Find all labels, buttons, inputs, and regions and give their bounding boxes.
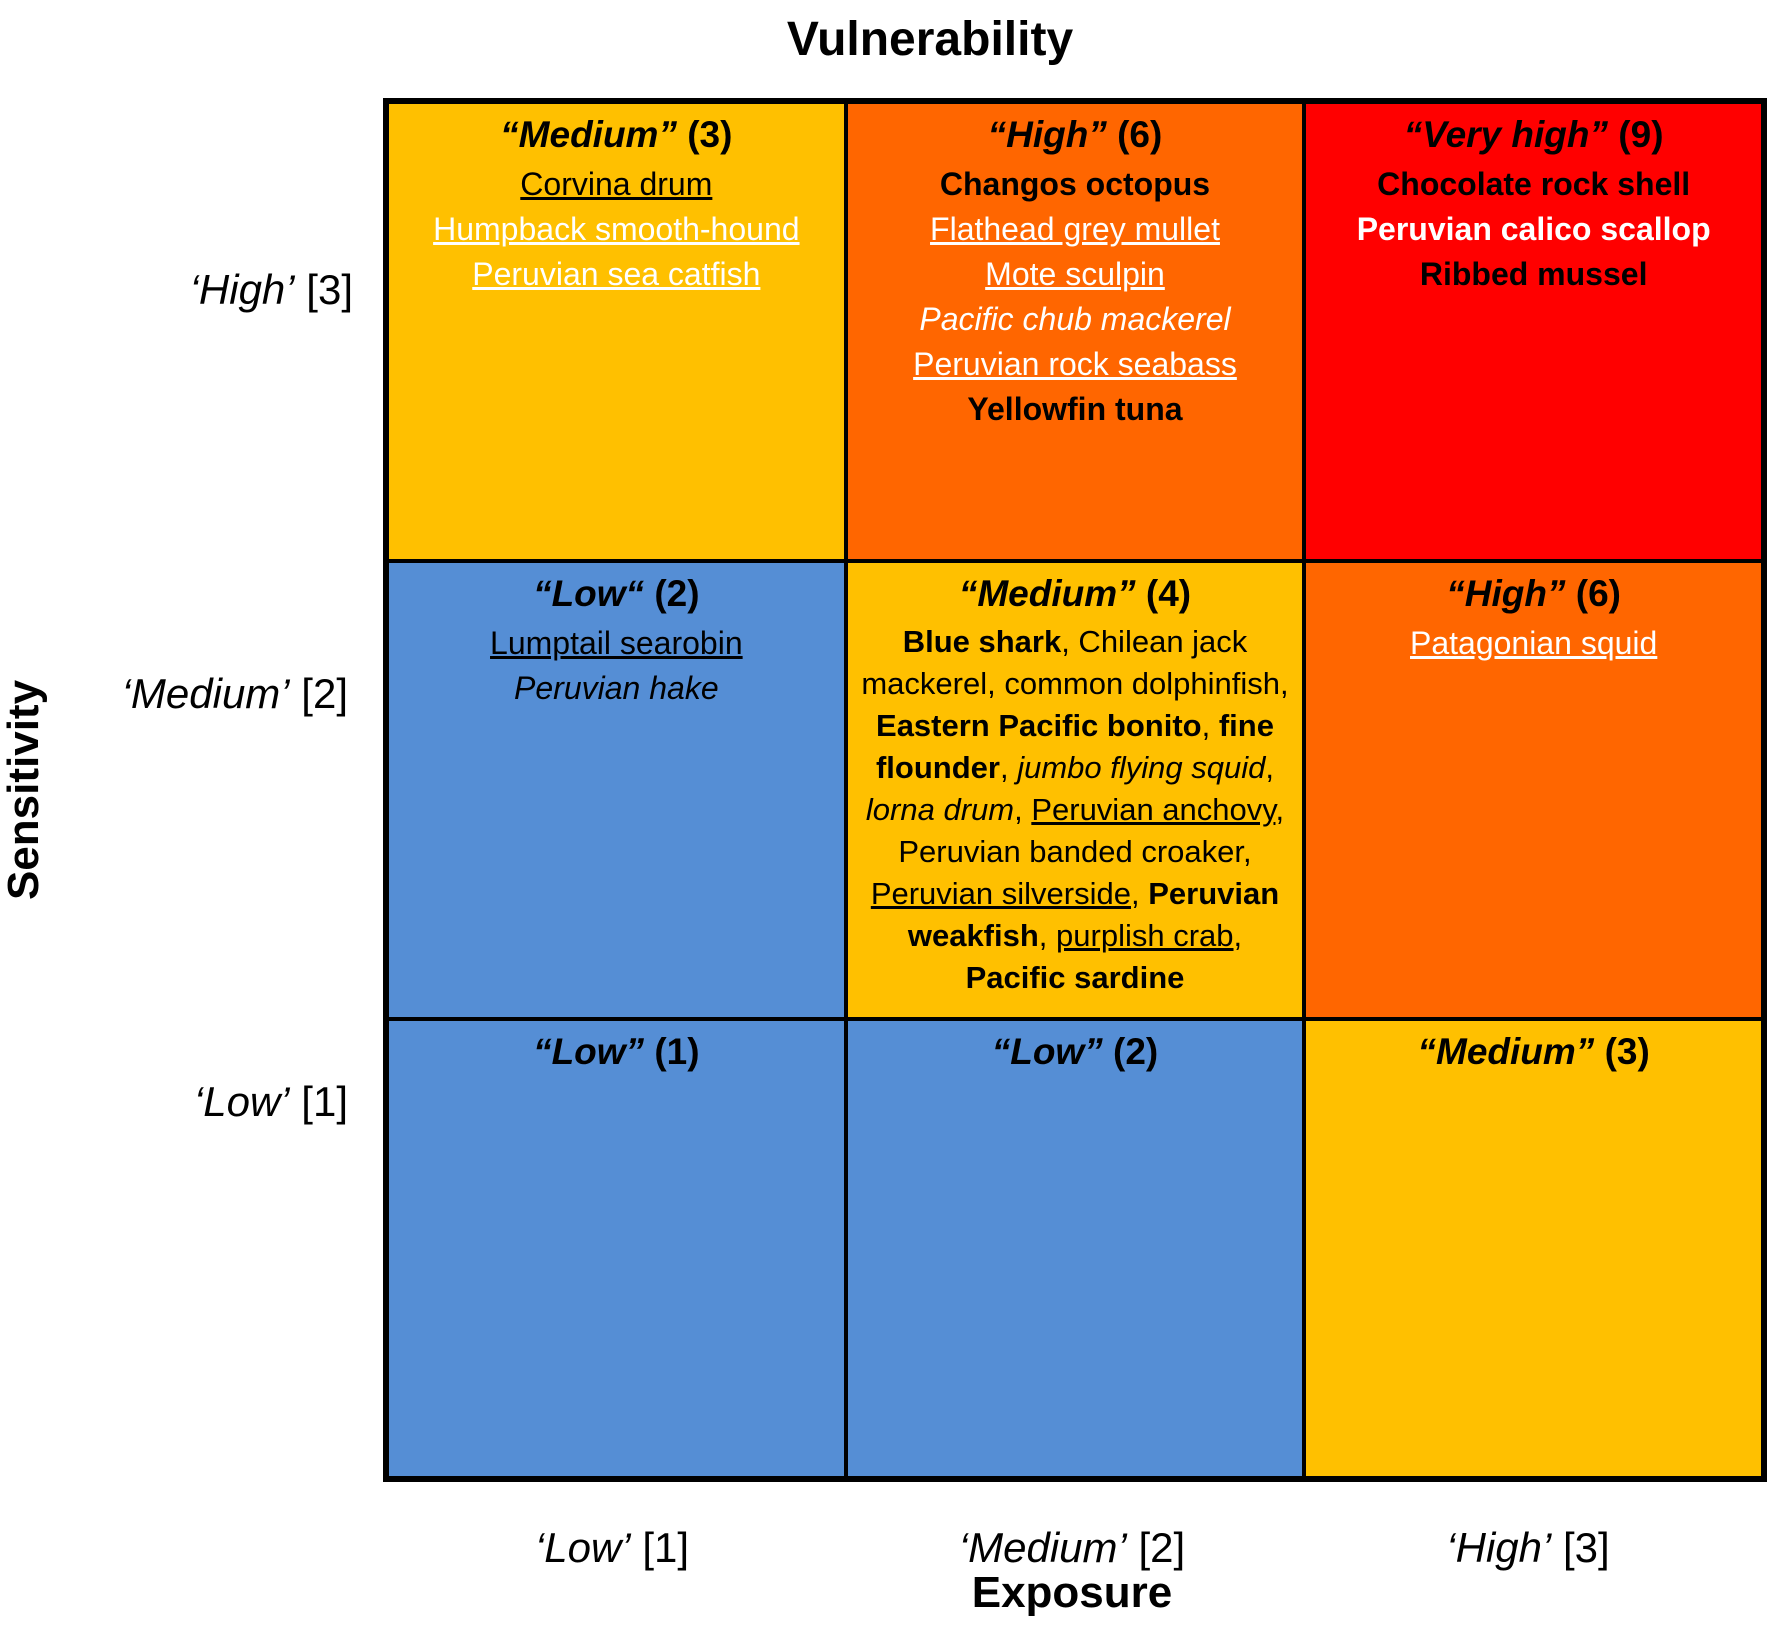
cell-sens-medium-exp-medium: “Medium” (4) Blue shark, Chilean jack mac… xyxy=(845,560,1305,1020)
cell-rating-score: (2) xyxy=(1113,1031,1159,1073)
cell-rating: “Medium” (4) xyxy=(852,569,1299,619)
x-label-score: [2] xyxy=(1138,1524,1186,1571)
y-label-score: [3] xyxy=(306,266,353,313)
species-name: Peruvian silverside xyxy=(870,875,1131,911)
species-name: Peruvian anchovy xyxy=(1031,791,1276,827)
x-label-name: ‘Low’ xyxy=(534,1524,631,1571)
cell-rating-level: “Low“ xyxy=(533,572,645,614)
cell-sens-high-exp-low: “Medium” (3) Corvina drum Humpback smooth-… xyxy=(387,102,846,561)
cell-rating-level: “Medium” xyxy=(1417,1031,1595,1073)
species-name: lorna drum xyxy=(865,791,1015,827)
x-label-name: ‘Medium’ xyxy=(958,1524,1127,1571)
list-separator: , xyxy=(1038,917,1057,953)
cell-rating-level: “High” xyxy=(987,114,1107,155)
species-name: Chocolate rock shell xyxy=(1377,166,1691,202)
cell-rating: “Low” (1) xyxy=(393,1027,840,1077)
species-name: Blue shark xyxy=(902,623,1062,659)
cell-rating-level: “Medium” xyxy=(958,572,1136,614)
cell-rating-score: (9) xyxy=(1618,114,1664,155)
species-name: Flathead grey mullet xyxy=(930,211,1220,247)
y-label-name: ‘High’ xyxy=(189,266,295,313)
vulnerability-matrix: “Medium” (3) Corvina drum Humpback smooth-… xyxy=(383,98,1767,1482)
x-axis-title: Exposure xyxy=(971,1568,1173,1617)
cell-rating-score: (3) xyxy=(687,114,733,155)
cell-rating-level: “Low” xyxy=(991,1031,1103,1073)
cell-sens-medium-exp-low: “Low“ (2) Lumptail searobin Peruvian hake xyxy=(387,560,846,1020)
diagram-title: Vulnerability xyxy=(786,13,1074,66)
species-name: Peruvian hake xyxy=(514,669,719,706)
cell-rating: “Medium” (3) xyxy=(1310,1027,1757,1077)
y-label-low: ‘Low’ [1] xyxy=(48,1077,348,1127)
cell-sens-low-exp-low: “Low” (1) xyxy=(387,1019,846,1478)
species-name: Pacific sardine xyxy=(965,959,1185,995)
x-label-high: ‘High’ [3] xyxy=(1328,1523,1728,1573)
cell-sens-low-exp-medium: “Low” (2) xyxy=(845,1019,1305,1478)
cell-rating-score: (6) xyxy=(1117,114,1163,155)
cell-rating-score: (3) xyxy=(1604,1031,1650,1073)
species-name: Changos octopus xyxy=(939,166,1211,202)
species-name: Humpback smooth-hound xyxy=(433,211,800,247)
species-name: Peruvian weakfish xyxy=(907,875,1280,953)
species-name: purplish crab xyxy=(1056,917,1234,953)
x-label-score: [3] xyxy=(1563,1524,1610,1571)
species-name: Lumptail searobin xyxy=(490,624,743,661)
list-separator: , xyxy=(999,749,1018,785)
species-name: jumbo flying squid xyxy=(1017,749,1266,785)
x-label-medium: ‘Medium’ [2] xyxy=(872,1523,1272,1573)
cell-rating-level: “Low” xyxy=(533,1031,645,1073)
cell-rating: “Very high” (9) xyxy=(1310,110,1757,160)
list-separator: , Chilean jack mackerel, common dolphinf… xyxy=(861,623,1289,701)
y-axis-title: Sensitivity xyxy=(0,679,48,901)
species-name: Corvina drum xyxy=(520,166,713,202)
cell-rating: “Low” (2) xyxy=(852,1027,1299,1077)
list-separator: , xyxy=(1265,749,1274,785)
list-separator: , xyxy=(1014,791,1032,827)
species-name: Peruvian rock seabass xyxy=(913,346,1237,382)
species-name: Yellowfin tuna xyxy=(967,391,1183,427)
y-label-high: ‘High’ [3] xyxy=(53,265,353,315)
cell-sens-medium-exp-high: “High” (6) Patagonian squid xyxy=(1304,560,1763,1020)
y-label-name: ‘Medium’ xyxy=(121,670,290,717)
cell-rating: “Low“ (2) xyxy=(393,569,840,619)
cell-rating: “High” (6) xyxy=(852,110,1299,160)
species-name: Eastern Pacific bonito xyxy=(876,707,1202,743)
cell-rating-score: (2) xyxy=(654,572,700,614)
cell-sens-low-exp-high: “Medium” (3) xyxy=(1304,1019,1763,1478)
x-label-name: ‘High’ xyxy=(1446,1524,1552,1571)
species-name: fine flounder xyxy=(875,707,1274,785)
species-name: Ribbed mussel xyxy=(1419,256,1648,292)
y-label-score: [1] xyxy=(301,1078,348,1125)
cell-rating-score: (4) xyxy=(1145,572,1192,614)
y-label-score: [2] xyxy=(301,670,348,717)
species-name: Peruvian sea catfish xyxy=(472,256,761,292)
species-name: Mote sculpin xyxy=(985,256,1165,292)
species-name: Pacific chub mackerel xyxy=(919,301,1231,337)
cell-sens-high-exp-medium: “High” (6) Changos octopus Flathead grey m… xyxy=(845,102,1305,561)
list-separator: , xyxy=(1233,917,1243,953)
species-name: Peruvian calico scallop xyxy=(1356,211,1711,247)
species-list: Blue shark, Chilean jack mackerel, commo… xyxy=(852,621,1299,999)
y-label-name: ‘Low’ xyxy=(193,1078,290,1125)
cell-rating-level: “Very high” xyxy=(1403,114,1609,155)
cell-rating-level: “Medium” xyxy=(500,114,677,155)
cell-rating: “Medium” (3) xyxy=(393,110,840,160)
list-separator: , xyxy=(1201,707,1219,743)
x-label-low: ‘Low’ [1] xyxy=(412,1523,812,1573)
cell-rating-score: (1) xyxy=(654,1031,700,1073)
cell-rating-score: (6) xyxy=(1575,572,1622,614)
x-label-score: [1] xyxy=(642,1524,690,1571)
cell-rating-level: “High” xyxy=(1446,572,1566,614)
y-label-medium: ‘Medium’ [2] xyxy=(48,669,348,719)
species-name: Patagonian squid xyxy=(1410,624,1658,661)
cell-rating: “High” (6) xyxy=(1310,569,1757,619)
list-separator: , xyxy=(1130,875,1149,911)
list-separator: , Peruvian banded croaker, xyxy=(898,791,1285,869)
cell-sens-high-exp-high: “Very high” (9) Chocolate rock shell Peruv… xyxy=(1304,102,1763,561)
